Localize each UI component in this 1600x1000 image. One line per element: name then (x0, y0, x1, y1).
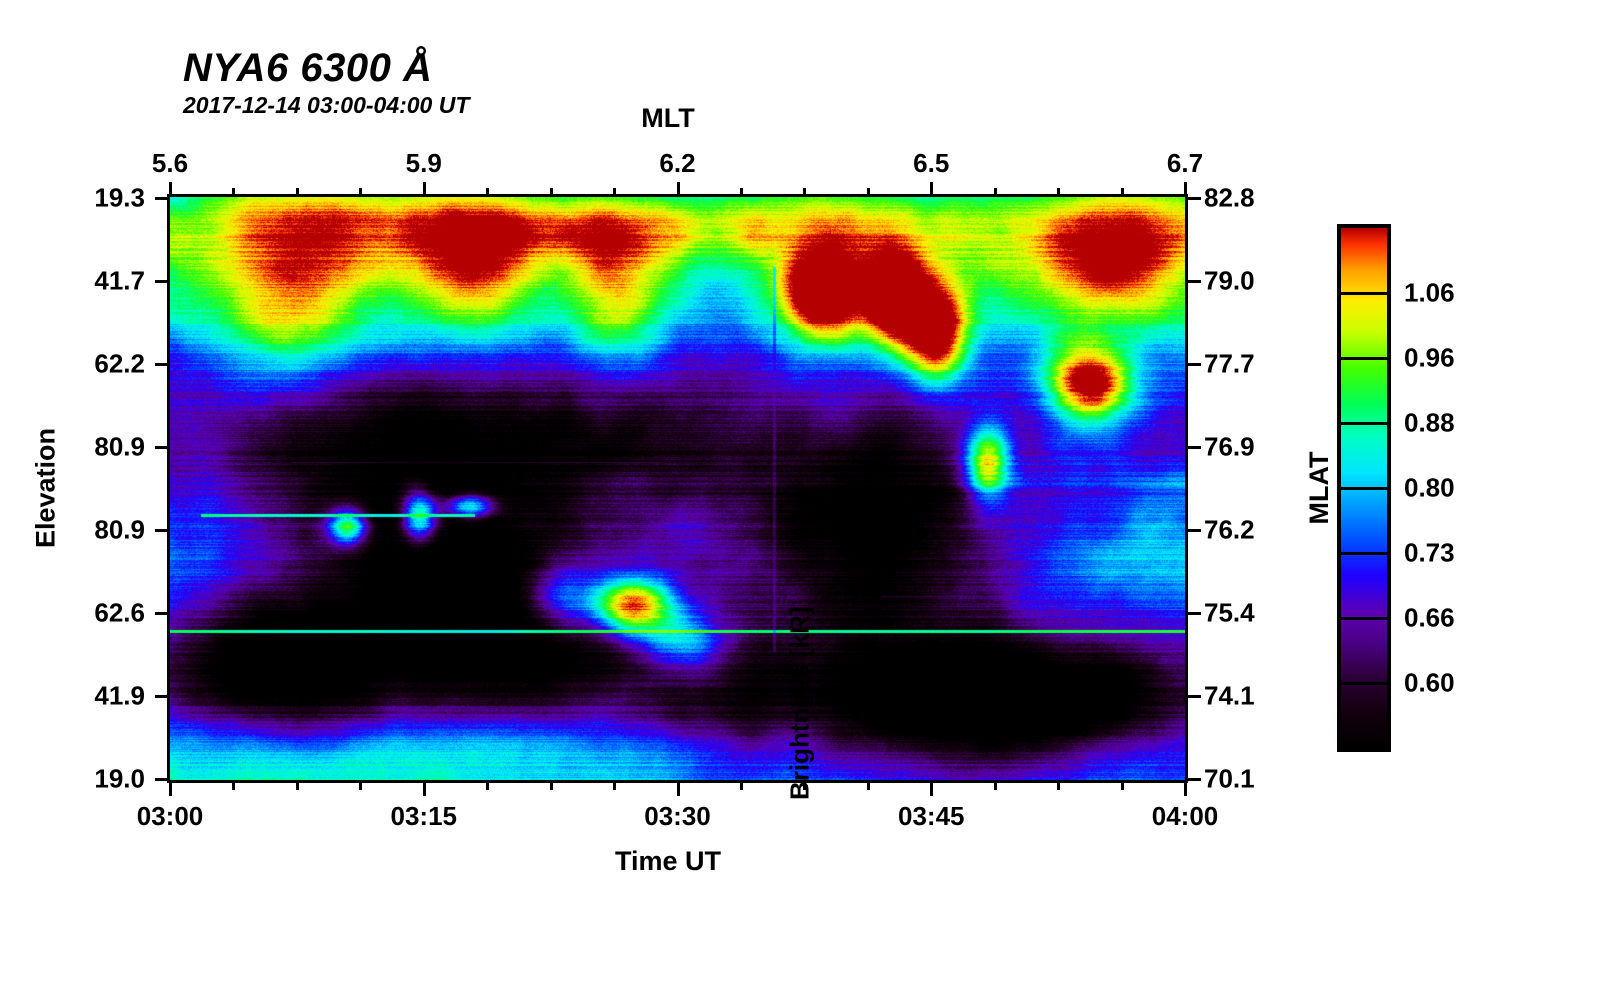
mlat-tick-major-6 (1187, 695, 1201, 698)
mlat-tick-major-3 (1187, 446, 1201, 449)
colorbar-tick-label-060: 0.60 (1404, 667, 1455, 698)
colorbar-divider-4 (1337, 552, 1391, 555)
mlt-tick-minor (359, 188, 363, 196)
mlat-tick-label-1: 79.0 (1204, 265, 1255, 296)
mlat-tick-label-2: 77.7 (1204, 348, 1255, 379)
mlt-tick-label-4: 6.7 (1166, 148, 1204, 178)
y-tick-label-3: 80.9 (94, 431, 145, 462)
mlat-tick-label-5: 75.4 (1204, 597, 1255, 628)
x-tick-minor (1120, 782, 1124, 790)
y-tick-label-1: 41.7 (94, 265, 145, 296)
axis-title-elevation: Elevation (30, 427, 61, 549)
colorbar-tick-label-080: 0.80 (1404, 472, 1455, 503)
mlt-tick-major-3 (930, 182, 934, 196)
colorbar-divider-3 (1337, 487, 1391, 490)
mlat-tick-major-4 (1187, 529, 1201, 532)
mlat-tick-major-7 (1187, 778, 1201, 781)
x-tick-minor (295, 782, 299, 790)
axis-title-mlat: MLAT (1303, 451, 1334, 525)
x-tick-major-0400 (1184, 782, 1187, 796)
x-tick-label-0330: 03:30 (644, 801, 711, 831)
mlt-tick-minor (295, 188, 299, 196)
page-title: NYA6 6300 Å (183, 46, 433, 90)
y-tick-major-3 (155, 446, 169, 449)
colorbar-tick-label-088: 0.88 (1404, 407, 1455, 438)
y-tick-label-2: 62.2 (94, 348, 145, 379)
mlt-tick-minor (1120, 188, 1124, 196)
mlat-tick-label-3: 76.9 (1204, 431, 1255, 462)
y-tick-label-0: 19.3 (94, 182, 145, 213)
x-tick-minor (993, 782, 997, 790)
mlat-tick-major-1 (1187, 280, 1201, 283)
mlat-tick-label-7: 70.1 (1204, 763, 1255, 794)
page-subtitle: 2017-12-14 03:00-04:00 UT (183, 92, 470, 118)
mlt-tick-label-0: 5.6 (151, 148, 189, 178)
x-tick-label-0345: 03:45 (898, 801, 965, 831)
mlt-tick-minor (613, 188, 617, 196)
x-tick-label-0300: 03:00 (136, 801, 204, 831)
y-tick-major-7 (155, 778, 169, 781)
y-tick-label-4: 80.9 (94, 514, 145, 545)
colorbar-divider-6 (1337, 682, 1391, 685)
mlt-tick-minor (993, 188, 997, 196)
x-tick-minor (549, 782, 553, 790)
mlt-tick-major-0 (169, 182, 172, 196)
x-tick-minor (1057, 782, 1061, 790)
x-tick-minor (486, 782, 490, 790)
x-tick-major-0330 (676, 782, 680, 796)
colorbar-tick-label-073: 0.73 (1404, 537, 1455, 568)
x-tick-label-0400: 04:00 (1151, 801, 1219, 831)
x-tick-major-0300 (169, 782, 172, 796)
colorbar-tick-label-066: 0.66 (1404, 602, 1455, 633)
mlt-tick-minor (232, 188, 236, 196)
mlat-tick-major-5 (1187, 612, 1201, 615)
colorbar-tick-label-106: 1.06 (1404, 277, 1455, 308)
mlat-tick-major-2 (1187, 363, 1201, 366)
x-tick-minor (232, 782, 236, 790)
colorbar-divider-2 (1337, 422, 1391, 425)
y-tick-major-6 (155, 695, 169, 698)
mlt-tick-label-3: 6.5 (913, 148, 950, 178)
mlt-tick-major-4 (1184, 182, 1187, 196)
y-tick-major-1 (155, 280, 169, 283)
x-tick-minor (739, 782, 743, 790)
colorbar-tick-label-096: 0.96 (1404, 342, 1455, 373)
x-tick-major-0315 (422, 782, 426, 796)
mlat-tick-major-0 (1187, 197, 1201, 200)
mlt-tick-minor (866, 188, 870, 196)
x-tick-minor (803, 782, 807, 790)
colorbar-divider-5 (1337, 617, 1391, 620)
mlt-tick-major-1 (422, 182, 426, 196)
x-tick-minor (359, 782, 363, 790)
mlt-tick-minor (1057, 188, 1061, 196)
x-tick-minor (613, 782, 617, 790)
mlt-tick-minor (549, 188, 553, 196)
y-tick-major-2 (155, 363, 169, 366)
mlat-tick-label-0: 82.8 (1204, 182, 1255, 213)
y-tick-label-5: 62.6 (94, 597, 145, 628)
x-tick-label-0315: 03:15 (390, 801, 458, 831)
colorbar-divider-0 (1337, 292, 1391, 295)
mlt-tick-label-2: 6.2 (659, 148, 696, 178)
mlat-tick-label-4: 76.2 (1204, 514, 1255, 545)
y-tick-major-0 (155, 197, 169, 200)
axis-title-mlt: MLT (641, 103, 695, 133)
mlt-tick-minor (803, 188, 807, 196)
keogram-plot-area (167, 194, 1188, 783)
y-tick-major-5 (155, 612, 169, 615)
mlat-tick-label-6: 74.1 (1204, 680, 1255, 711)
y-tick-label-7: 19.0 (94, 763, 145, 794)
colorbar-divider-1 (1337, 357, 1391, 360)
y-tick-label-6: 41.9 (94, 680, 145, 711)
mlt-tick-label-1: 5.9 (405, 148, 442, 178)
mlt-tick-minor (739, 188, 743, 196)
x-tick-minor (866, 782, 870, 790)
axis-title-time: Time UT (614, 846, 722, 876)
colorbar-title: Brightness [kR] (784, 606, 815, 800)
x-tick-major-0345 (930, 782, 934, 796)
y-tick-major-4 (155, 529, 169, 532)
mlt-tick-minor (486, 188, 490, 196)
keogram-heatmap (170, 197, 1185, 780)
mlt-tick-major-2 (676, 182, 680, 196)
